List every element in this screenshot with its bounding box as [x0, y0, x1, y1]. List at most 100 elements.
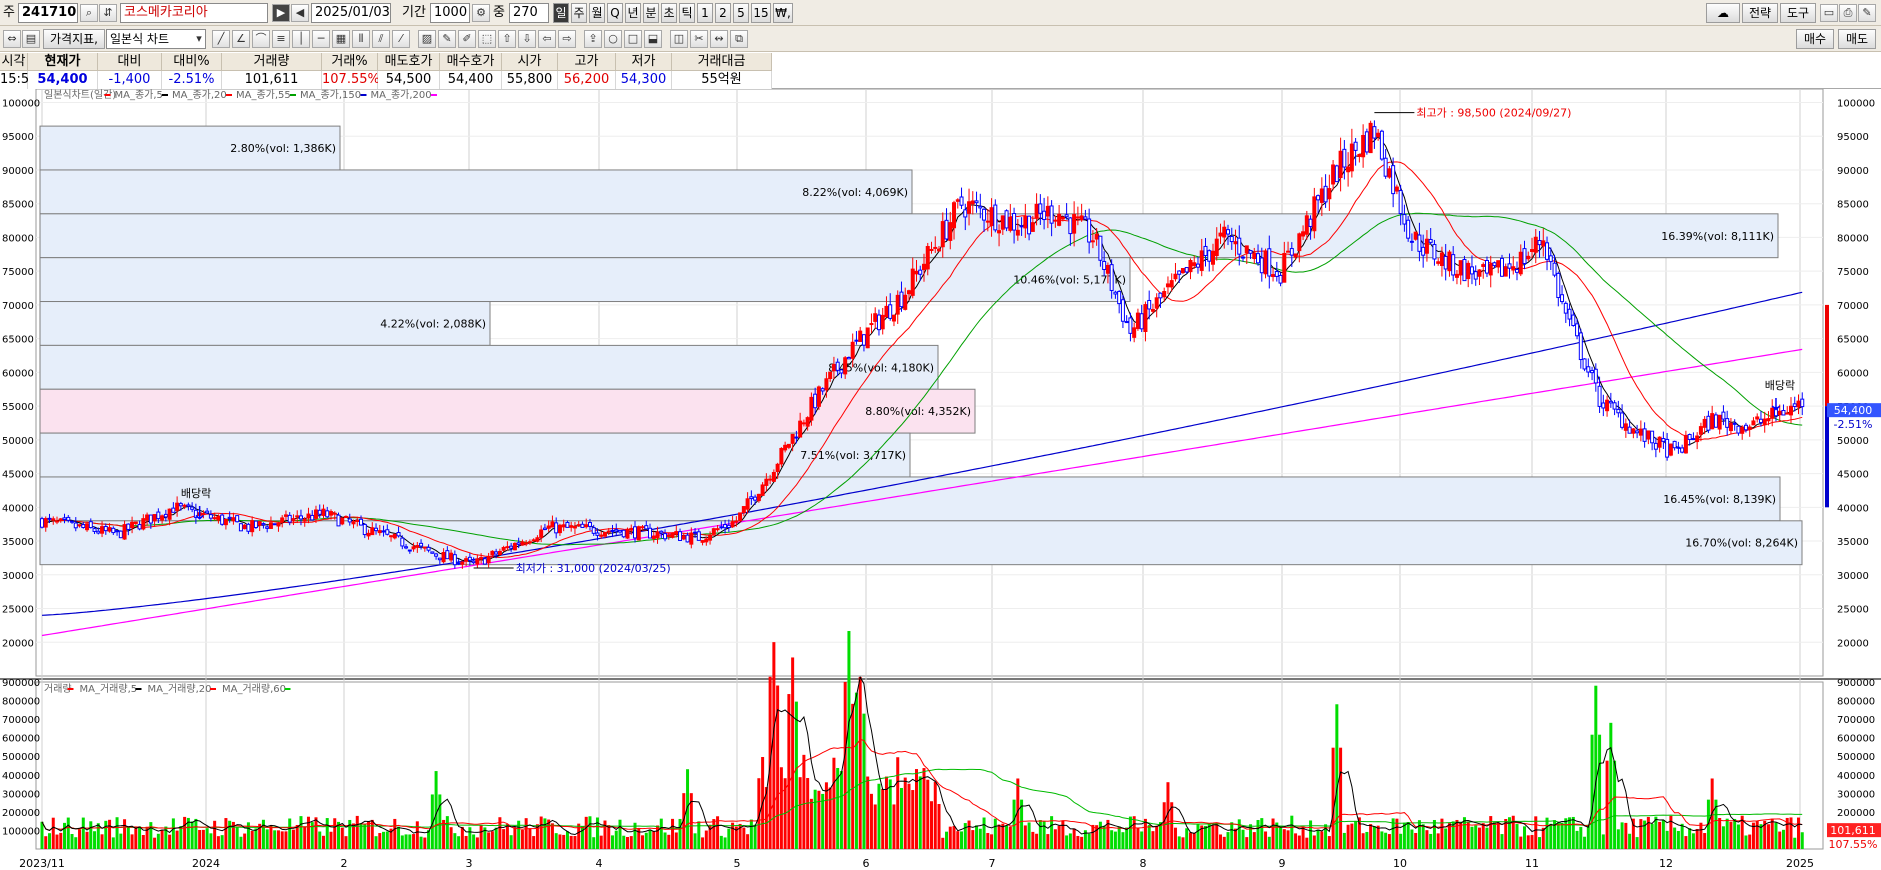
period-button-3[interactable]: Q: [607, 3, 623, 23]
draw-tool-4-icon[interactable]: │: [292, 30, 310, 48]
volume-bar: [1504, 819, 1508, 849]
candle-body: [1462, 258, 1467, 282]
candle-body: [696, 531, 701, 541]
volume-bar: [1406, 822, 1410, 849]
candle-body: [460, 561, 465, 565]
volume-bar: [1586, 824, 1590, 849]
expand-icon[interactable]: ⇔: [3, 30, 21, 48]
date-input[interactable]: 2025/01/03: [311, 3, 391, 23]
draw-tool-0-icon[interactable]: ╱: [212, 30, 230, 48]
candle-body: [66, 516, 71, 521]
volume-bar: [156, 833, 160, 849]
candle-body: [298, 515, 303, 520]
volume-bar: [1113, 831, 1117, 849]
folder-icon[interactable]: ▭: [1820, 4, 1838, 22]
draw-tool-23-icon[interactable]: ✂: [690, 30, 708, 48]
volume-tick-right: 300000: [1837, 789, 1875, 800]
volume-bar: [1053, 829, 1057, 849]
sell-button[interactable]: 매도: [1838, 29, 1876, 49]
volume-bar: [622, 835, 626, 849]
draw-tool-2-icon[interactable]: ⌒: [252, 30, 270, 48]
period-button-12[interactable]: ₩,: [773, 3, 793, 23]
period-button-0[interactable]: 일: [553, 3, 569, 23]
quote-value-11: 55억원: [672, 71, 772, 89]
period-button-11[interactable]: 15: [751, 3, 771, 23]
price-tick-left: 60000: [2, 368, 34, 379]
candle-body: [1511, 266, 1516, 271]
candle-body: [332, 512, 337, 515]
price-tick-right: 70000: [1837, 301, 1869, 312]
candle-body: [1207, 250, 1212, 262]
period-button-5[interactable]: 분: [643, 3, 659, 23]
prev-icon[interactable]: ◀: [291, 4, 309, 22]
price-chart[interactable]: 2023/11 2024 2 3 4 5 6 7 8 9 10 11 12 2025 20000 20000 2…: [0, 89, 1881, 870]
volume-bar: [1050, 816, 1054, 849]
draw-tool-18-icon[interactable]: ⇪: [584, 30, 602, 48]
draw-tool-20-icon[interactable]: □: [624, 30, 642, 48]
draw-tool-13-icon[interactable]: ⬚: [478, 30, 496, 48]
volume-profile-label: 10.46%(vol: 5,177K): [1013, 274, 1126, 287]
draw-tool-22-icon[interactable]: ◫: [670, 30, 688, 48]
play-icon[interactable]: ▶: [272, 4, 290, 22]
volume-bar: [340, 827, 344, 849]
period-input[interactable]: 1000: [430, 3, 470, 23]
volume-bar: [1080, 836, 1084, 849]
draw-tool-1-icon[interactable]: ∠: [232, 30, 250, 48]
draw-tool-12-icon[interactable]: ✐: [458, 30, 476, 48]
draw-tool-10-icon[interactable]: ▨: [418, 30, 436, 48]
draw-tool-9-icon[interactable]: ⁄: [392, 30, 410, 48]
draw-tool-19-icon[interactable]: ○: [604, 30, 622, 48]
gear-icon[interactable]: ⚙: [472, 4, 490, 22]
draw-tool-15-icon[interactable]: ⇩: [518, 30, 536, 48]
candle-body: [1338, 150, 1343, 179]
chart-type-select[interactable]: 일본식 차트: [106, 29, 206, 49]
draw-tool-6-icon[interactable]: ▦: [332, 30, 350, 48]
draw-tool-3-icon[interactable]: ≡: [272, 30, 290, 48]
period-button-8[interactable]: 1: [697, 3, 713, 23]
draw-tool-8-icon[interactable]: ⫽: [372, 30, 390, 48]
draw-tool-16-icon[interactable]: ⇦: [538, 30, 556, 48]
candle-body: [869, 323, 874, 326]
period-button-4[interactable]: 년: [625, 3, 641, 23]
draw-tool-24-icon[interactable]: ↭: [710, 30, 728, 48]
volume-bar: [1083, 830, 1087, 849]
candle-body: [1259, 257, 1264, 274]
period-button-9[interactable]: 2: [715, 3, 731, 23]
draw-tool-5-icon[interactable]: ─: [312, 30, 330, 48]
volume-bar: [1320, 831, 1324, 849]
period-button-2[interactable]: 월: [589, 3, 605, 23]
indicator-button[interactable]: 가격지표,: [43, 29, 105, 49]
tools-button[interactable]: 도구: [1780, 3, 1816, 23]
period-button-10[interactable]: 5: [733, 3, 749, 23]
candle-body: [741, 506, 746, 514]
buy-button[interactable]: 매수: [1796, 29, 1834, 49]
candle-body: [272, 523, 277, 526]
search-icon[interactable]: ⌕: [80, 4, 98, 22]
stock-code-input[interactable]: 241710: [18, 3, 78, 23]
draw-tool-25-icon[interactable]: ⧉: [730, 30, 748, 48]
quote-value-7: 54,400: [440, 71, 502, 89]
count-input[interactable]: 270: [509, 3, 549, 23]
draw-tool-11-icon[interactable]: ✎: [438, 30, 456, 48]
draw-tool-17-icon[interactable]: ⇨: [558, 30, 576, 48]
sort-icon[interactable]: ⇵: [99, 4, 117, 22]
stock-name-field[interactable]: 코스메카코리아: [120, 3, 268, 23]
volume-bar: [490, 831, 494, 849]
draw-tool-21-icon[interactable]: ⬓: [644, 30, 662, 48]
volume-bar: [1380, 831, 1384, 849]
draw-tool-7-icon[interactable]: ⫴: [352, 30, 370, 48]
wrench-icon[interactable]: ✎: [1858, 4, 1876, 22]
candle-body: [1717, 414, 1722, 430]
volume-bar: [734, 826, 738, 849]
period-button-7[interactable]: 틱: [679, 3, 695, 23]
settings-icon[interactable]: ▤: [22, 30, 40, 48]
chevron-down-icon[interactable]: ▾: [196, 32, 202, 45]
volume-bar: [539, 816, 543, 849]
period-button-6[interactable]: 초: [661, 3, 677, 23]
cloud-icon[interactable]: ☁: [1706, 3, 1740, 23]
strategy-button[interactable]: 전략: [1742, 3, 1778, 23]
period-button-1[interactable]: 주: [571, 3, 587, 23]
candle-body: [895, 294, 900, 315]
draw-tool-14-icon[interactable]: ⇧: [498, 30, 516, 48]
print-icon[interactable]: ⎙: [1839, 4, 1857, 22]
